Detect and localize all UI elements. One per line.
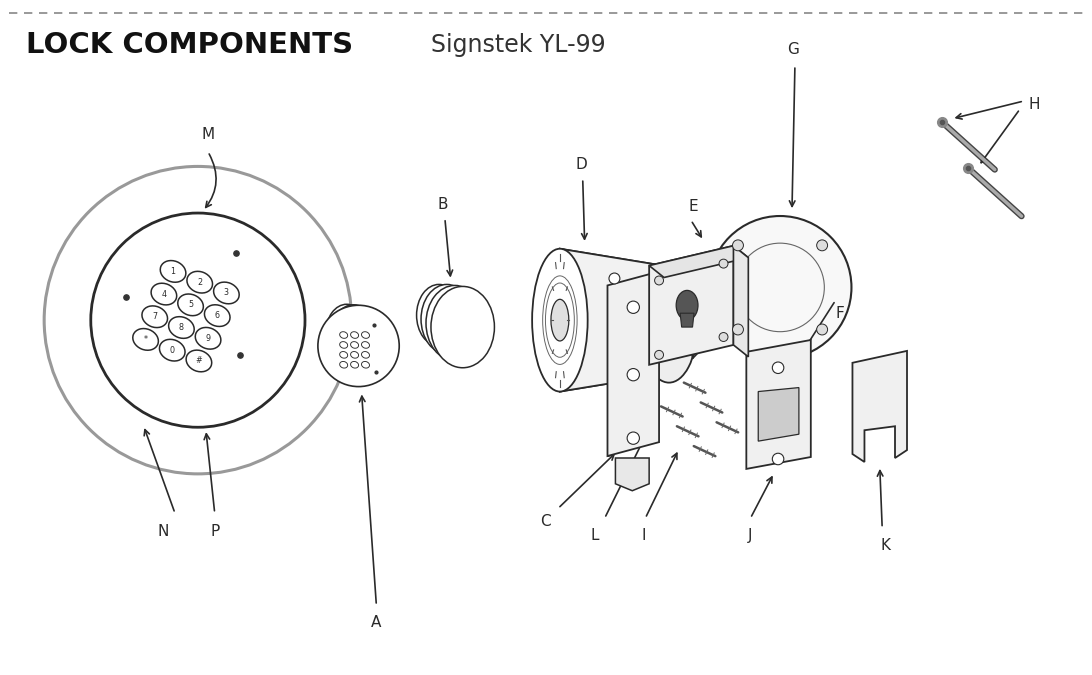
Circle shape: [817, 240, 828, 251]
Text: #: #: [195, 356, 202, 365]
Ellipse shape: [330, 305, 378, 369]
Text: G: G: [787, 42, 799, 57]
Text: D: D: [575, 157, 587, 172]
Ellipse shape: [676, 290, 698, 320]
Ellipse shape: [351, 331, 358, 338]
Ellipse shape: [142, 306, 167, 327]
Text: *: *: [143, 335, 147, 344]
Text: M: M: [201, 127, 214, 142]
Text: 9: 9: [205, 333, 211, 343]
Ellipse shape: [416, 284, 461, 346]
Ellipse shape: [333, 306, 385, 376]
Text: A: A: [371, 615, 381, 630]
Text: 8: 8: [179, 323, 183, 332]
Ellipse shape: [337, 308, 395, 382]
Text: F: F: [835, 306, 844, 321]
Text: 1: 1: [170, 267, 176, 276]
Polygon shape: [649, 246, 748, 277]
Circle shape: [719, 333, 728, 342]
Text: 4: 4: [162, 290, 166, 298]
Text: 6: 6: [215, 311, 219, 320]
Circle shape: [627, 369, 640, 381]
Text: J: J: [748, 528, 752, 543]
Polygon shape: [560, 248, 669, 392]
Text: E: E: [689, 198, 699, 213]
Ellipse shape: [340, 342, 347, 348]
Polygon shape: [680, 313, 695, 327]
Ellipse shape: [214, 282, 239, 304]
Text: L: L: [591, 528, 598, 543]
Ellipse shape: [133, 329, 158, 350]
Circle shape: [654, 350, 664, 359]
Text: 3: 3: [224, 288, 229, 298]
Circle shape: [772, 362, 784, 373]
Ellipse shape: [351, 352, 358, 358]
Text: H: H: [1029, 97, 1040, 113]
Circle shape: [654, 276, 664, 285]
Polygon shape: [746, 340, 810, 469]
Ellipse shape: [551, 299, 569, 341]
Circle shape: [627, 301, 640, 313]
Polygon shape: [709, 260, 748, 330]
Text: Signstek YL-99: Signstek YL-99: [431, 34, 606, 57]
Polygon shape: [649, 246, 734, 364]
Ellipse shape: [159, 340, 185, 361]
Text: I: I: [642, 528, 646, 543]
Circle shape: [719, 259, 728, 268]
Ellipse shape: [361, 361, 369, 368]
Ellipse shape: [351, 361, 358, 368]
Ellipse shape: [204, 305, 230, 327]
Circle shape: [709, 216, 852, 359]
Ellipse shape: [151, 284, 177, 305]
Circle shape: [627, 432, 640, 444]
Polygon shape: [734, 246, 748, 357]
Ellipse shape: [422, 284, 473, 354]
Text: LOCK COMPONENTS: LOCK COMPONENTS: [26, 32, 354, 59]
Text: K: K: [880, 538, 890, 553]
Ellipse shape: [168, 317, 194, 338]
Ellipse shape: [351, 342, 358, 348]
Ellipse shape: [340, 331, 347, 338]
Circle shape: [772, 453, 784, 465]
Ellipse shape: [532, 248, 587, 392]
Text: P: P: [210, 524, 219, 539]
Polygon shape: [616, 458, 649, 491]
Ellipse shape: [340, 352, 347, 358]
Ellipse shape: [361, 331, 369, 338]
Ellipse shape: [195, 327, 221, 349]
Circle shape: [733, 240, 744, 251]
Ellipse shape: [426, 286, 484, 361]
Circle shape: [817, 324, 828, 335]
Ellipse shape: [325, 304, 368, 362]
Circle shape: [609, 273, 620, 284]
Ellipse shape: [161, 261, 186, 282]
Polygon shape: [853, 351, 907, 462]
Ellipse shape: [361, 352, 369, 358]
Ellipse shape: [361, 342, 369, 348]
Ellipse shape: [340, 361, 347, 368]
Circle shape: [318, 305, 400, 387]
Ellipse shape: [186, 350, 212, 372]
Text: C: C: [539, 514, 550, 529]
Ellipse shape: [187, 271, 213, 293]
Text: 7: 7: [152, 313, 157, 321]
Ellipse shape: [178, 294, 203, 316]
Text: 5: 5: [188, 300, 193, 309]
Polygon shape: [607, 271, 660, 456]
Ellipse shape: [431, 286, 495, 368]
Text: 0: 0: [169, 346, 175, 354]
Text: 2: 2: [198, 277, 202, 287]
Text: N: N: [157, 524, 169, 539]
Text: B: B: [438, 196, 448, 211]
Text: Q: Q: [708, 323, 720, 338]
Ellipse shape: [641, 275, 697, 383]
Circle shape: [733, 324, 744, 335]
Polygon shape: [758, 387, 799, 441]
